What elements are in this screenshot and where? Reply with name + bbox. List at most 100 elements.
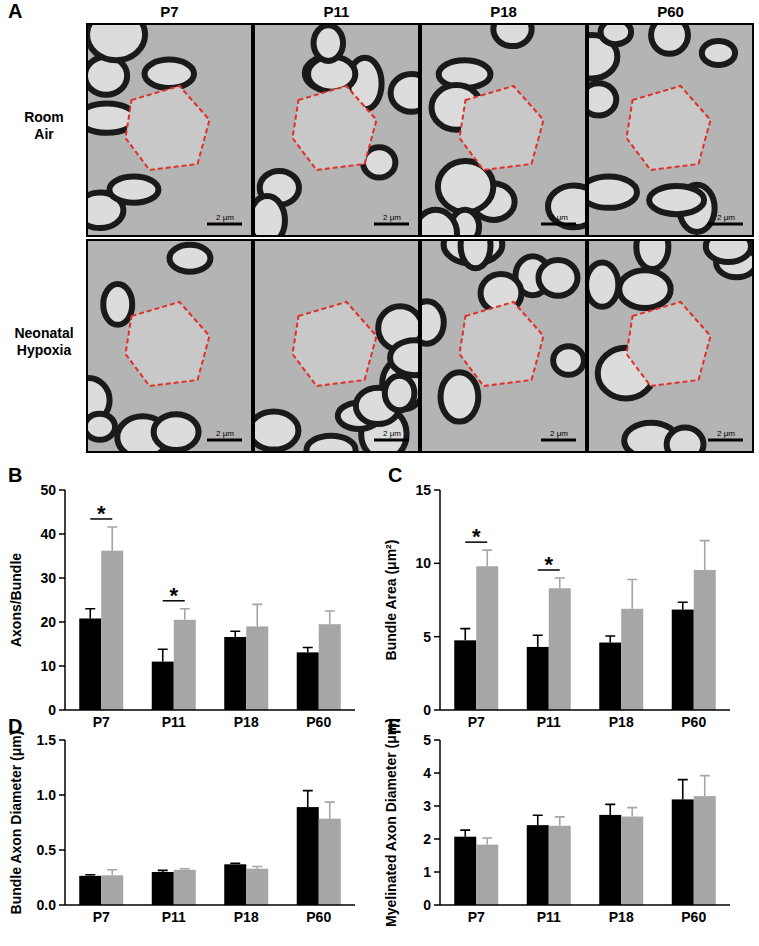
error-bar	[107, 527, 117, 551]
row-label-line: Room	[24, 109, 64, 125]
bar	[152, 662, 174, 710]
significance-star: *	[544, 552, 553, 577]
x-tick-label: P7	[468, 909, 485, 925]
y-tick	[434, 904, 440, 906]
error-bar	[605, 636, 615, 643]
row-label-line: Hypoxia	[17, 342, 72, 358]
micrograph-frame	[87, 240, 252, 452]
scale-bar-label: 2 μm	[216, 429, 234, 438]
scale-bar-label: 2 μm	[717, 429, 735, 438]
y-tick-label: 0	[423, 897, 431, 913]
bar	[224, 637, 246, 710]
myelinated-axon	[706, 240, 751, 262]
error-bar	[678, 602, 688, 609]
x-tick-label: P18	[609, 714, 634, 730]
x-tick-label: P60	[681, 714, 706, 730]
bar	[454, 837, 476, 905]
micrograph	[588, 24, 753, 236]
error-bar	[180, 609, 190, 620]
x-tick-label: P11	[537, 714, 561, 730]
row-label: NeonatalHypoxia	[14, 325, 73, 358]
x-tick-label: P7	[93, 714, 110, 730]
error-bar	[85, 609, 95, 619]
error-bar	[325, 802, 335, 819]
y-tick-label: 1.5	[37, 732, 57, 748]
bar	[246, 869, 268, 905]
y-tick	[59, 739, 65, 741]
myelinated-axon	[254, 412, 298, 450]
y-axis	[439, 490, 441, 710]
myelinated-axon	[651, 24, 688, 54]
error-bar	[533, 815, 543, 825]
scale-bar	[207, 439, 242, 442]
y-tick	[59, 794, 65, 796]
x-tick-label: P7	[93, 909, 110, 925]
bundle-outline	[293, 86, 377, 170]
significance-star: *	[97, 501, 106, 526]
error-bar	[230, 863, 240, 864]
error-bar	[303, 648, 313, 653]
micrograph	[254, 24, 419, 236]
x-axis	[65, 709, 355, 711]
error-bar	[252, 867, 262, 869]
myelinated-axon	[702, 41, 735, 65]
y-tick	[59, 621, 65, 623]
bundle-outline	[460, 86, 544, 170]
y-tick	[434, 563, 440, 565]
column-header: P60	[657, 3, 684, 20]
bar	[599, 643, 621, 710]
myelinated-axon	[601, 24, 632, 44]
error-bar	[107, 870, 117, 876]
error-bar	[158, 649, 168, 661]
error-bar	[482, 838, 492, 845]
scale-bar	[708, 439, 743, 442]
y-tick	[59, 489, 65, 491]
myelinated-axon	[109, 177, 158, 203]
y-tick-label: 0	[48, 702, 56, 718]
column-header: P18	[490, 3, 517, 20]
bar	[694, 796, 716, 905]
myelinated-axon	[254, 196, 285, 236]
error-bar	[533, 635, 543, 647]
bar	[672, 610, 694, 710]
scale-bar	[708, 223, 743, 226]
bar	[549, 588, 571, 710]
scale-bar-label: 2 μm	[383, 429, 401, 438]
bar	[527, 825, 549, 905]
y-tick	[59, 577, 65, 579]
error-bar	[678, 780, 688, 800]
micrograph	[254, 240, 419, 452]
error-bar	[627, 579, 637, 608]
myelinated-axon	[553, 346, 584, 375]
bundle-outline	[627, 86, 711, 170]
y-axis-label: Axons/Bundle	[8, 553, 24, 647]
bundle-outline	[460, 302, 544, 386]
significance-star: *	[169, 583, 178, 608]
y-tick-label: 5	[423, 629, 431, 645]
myelinated-axon	[421, 210, 457, 236]
column-header: P7	[160, 3, 178, 20]
myelinated-axon	[649, 186, 704, 214]
micrograph-frame	[421, 240, 586, 452]
chart: CBundle Area (μm²)051015P7P11P18P60**	[383, 464, 730, 730]
chart: EMyelinated Axon Diameter (μm)012345P7P1…	[383, 715, 730, 927]
y-tick	[434, 805, 440, 807]
scale-bar-label: 2 μm	[383, 213, 401, 222]
myelinated-axon	[441, 372, 479, 421]
y-axis	[439, 740, 441, 905]
x-tick-label: P11	[162, 909, 186, 925]
micrograph-frame	[254, 24, 419, 236]
y-tick	[434, 739, 440, 741]
bar	[621, 817, 643, 905]
error-bar	[325, 611, 335, 624]
bar	[621, 609, 643, 710]
bar	[174, 620, 196, 710]
bar	[297, 807, 319, 905]
y-tick-label: 40	[40, 526, 56, 542]
bar	[476, 566, 498, 710]
micrograph-frame	[588, 24, 753, 236]
scale-bar	[207, 223, 242, 226]
y-axis-label: Bundle Axon Diameter (μm)	[8, 731, 24, 915]
error-bar	[700, 776, 710, 796]
x-tick-label: P11	[537, 909, 561, 925]
